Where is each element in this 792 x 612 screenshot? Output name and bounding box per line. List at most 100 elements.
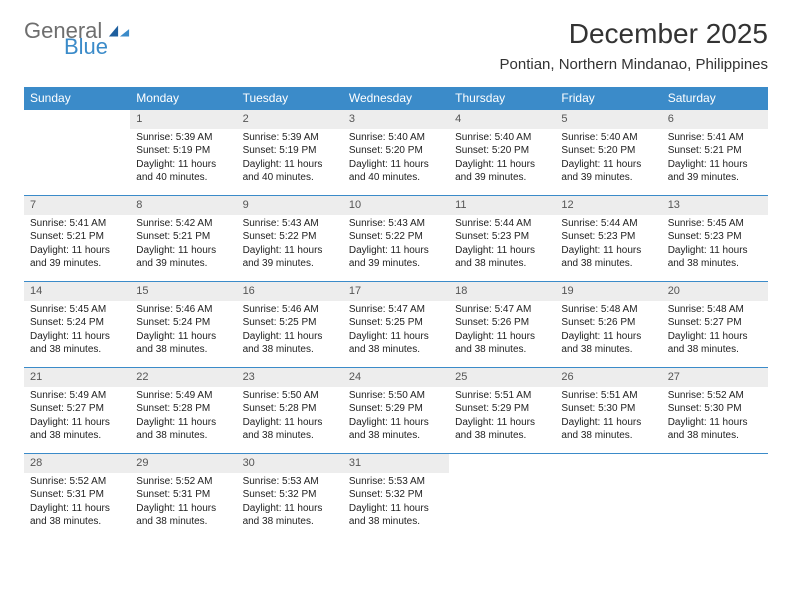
day-details: Sunrise: 5:53 AMSunset: 5:32 PMDaylight:… xyxy=(343,473,449,533)
day-number: 4 xyxy=(449,110,555,129)
sunset-text: Sunset: 5:31 PM xyxy=(136,488,230,502)
calendar-day-cell: 13Sunrise: 5:45 AMSunset: 5:23 PMDayligh… xyxy=(662,196,768,282)
daylight-text: Daylight: 11 hours and 38 minutes. xyxy=(668,330,762,357)
sunrise-text: Sunrise: 5:49 AM xyxy=(30,389,124,403)
sunrise-text: Sunrise: 5:52 AM xyxy=(668,389,762,403)
day-number: 14 xyxy=(24,282,130,301)
sunrise-text: Sunrise: 5:41 AM xyxy=(30,217,124,231)
daylight-text: Daylight: 11 hours and 38 minutes. xyxy=(243,416,337,443)
daylight-text: Daylight: 11 hours and 38 minutes. xyxy=(136,330,230,357)
sunset-text: Sunset: 5:20 PM xyxy=(561,144,655,158)
sunrise-text: Sunrise: 5:45 AM xyxy=(668,217,762,231)
day-number: 2 xyxy=(237,110,343,129)
day-number: 17 xyxy=(343,282,449,301)
sunrise-text: Sunrise: 5:47 AM xyxy=(349,303,443,317)
calendar-day-cell: 6Sunrise: 5:41 AMSunset: 5:21 PMDaylight… xyxy=(662,110,768,196)
day-details: Sunrise: 5:50 AMSunset: 5:29 PMDaylight:… xyxy=(343,387,449,447)
sunrise-text: Sunrise: 5:44 AM xyxy=(561,217,655,231)
calendar-day-cell: 30Sunrise: 5:53 AMSunset: 5:32 PMDayligh… xyxy=(237,454,343,540)
daylight-text: Daylight: 11 hours and 39 minutes. xyxy=(561,158,655,185)
day-details: Sunrise: 5:47 AMSunset: 5:25 PMDaylight:… xyxy=(343,301,449,361)
day-number: 11 xyxy=(449,196,555,215)
day-number: 31 xyxy=(343,454,449,473)
calendar-week-row: 7Sunrise: 5:41 AMSunset: 5:21 PMDaylight… xyxy=(24,196,768,282)
sunrise-text: Sunrise: 5:52 AM xyxy=(30,475,124,489)
sunset-text: Sunset: 5:24 PM xyxy=(136,316,230,330)
day-number: 26 xyxy=(555,368,661,387)
day-number: 15 xyxy=(130,282,236,301)
sunrise-text: Sunrise: 5:48 AM xyxy=(561,303,655,317)
sunset-text: Sunset: 5:21 PM xyxy=(668,144,762,158)
sunset-text: Sunset: 5:21 PM xyxy=(30,230,124,244)
daylight-text: Daylight: 11 hours and 39 minutes. xyxy=(243,244,337,271)
day-details: Sunrise: 5:52 AMSunset: 5:31 PMDaylight:… xyxy=(24,473,130,533)
sunset-text: Sunset: 5:25 PM xyxy=(243,316,337,330)
calendar-day-cell: 17Sunrise: 5:47 AMSunset: 5:25 PMDayligh… xyxy=(343,282,449,368)
sunrise-text: Sunrise: 5:51 AM xyxy=(561,389,655,403)
day-details: Sunrise: 5:51 AMSunset: 5:30 PMDaylight:… xyxy=(555,387,661,447)
day-details: Sunrise: 5:47 AMSunset: 5:26 PMDaylight:… xyxy=(449,301,555,361)
calendar-day-cell: 4Sunrise: 5:40 AMSunset: 5:20 PMDaylight… xyxy=(449,110,555,196)
day-number: 13 xyxy=(662,196,768,215)
month-title: December 2025 xyxy=(500,18,769,50)
calendar-day-cell: 16Sunrise: 5:46 AMSunset: 5:25 PMDayligh… xyxy=(237,282,343,368)
calendar-day-cell: 1Sunrise: 5:39 AMSunset: 5:19 PMDaylight… xyxy=(130,110,236,196)
calendar-day-cell: 24Sunrise: 5:50 AMSunset: 5:29 PMDayligh… xyxy=(343,368,449,454)
daylight-text: Daylight: 11 hours and 39 minutes. xyxy=(30,244,124,271)
sunset-text: Sunset: 5:29 PM xyxy=(455,402,549,416)
day-details: Sunrise: 5:45 AMSunset: 5:24 PMDaylight:… xyxy=(24,301,130,361)
day-details: Sunrise: 5:40 AMSunset: 5:20 PMDaylight:… xyxy=(343,129,449,189)
daylight-text: Daylight: 11 hours and 38 minutes. xyxy=(668,244,762,271)
daylight-text: Daylight: 11 hours and 38 minutes. xyxy=(561,244,655,271)
day-number: 30 xyxy=(237,454,343,473)
sunrise-text: Sunrise: 5:42 AM xyxy=(136,217,230,231)
calendar-day-cell: 28Sunrise: 5:52 AMSunset: 5:31 PMDayligh… xyxy=(24,454,130,540)
sunset-text: Sunset: 5:29 PM xyxy=(349,402,443,416)
day-details: Sunrise: 5:44 AMSunset: 5:23 PMDaylight:… xyxy=(555,215,661,275)
day-details: Sunrise: 5:39 AMSunset: 5:19 PMDaylight:… xyxy=(130,129,236,189)
day-details: Sunrise: 5:41 AMSunset: 5:21 PMDaylight:… xyxy=(662,129,768,189)
sunset-text: Sunset: 5:30 PM xyxy=(561,402,655,416)
daylight-text: Daylight: 11 hours and 38 minutes. xyxy=(136,416,230,443)
day-details: Sunrise: 5:43 AMSunset: 5:22 PMDaylight:… xyxy=(237,215,343,275)
day-number: 9 xyxy=(237,196,343,215)
daylight-text: Daylight: 11 hours and 40 minutes. xyxy=(136,158,230,185)
calendar-day-cell: 10Sunrise: 5:43 AMSunset: 5:22 PMDayligh… xyxy=(343,196,449,282)
calendar-table: SundayMondayTuesdayWednesdayThursdayFrid… xyxy=(24,87,768,540)
day-number: 27 xyxy=(662,368,768,387)
calendar-day-cell: 3Sunrise: 5:40 AMSunset: 5:20 PMDaylight… xyxy=(343,110,449,196)
sunset-text: Sunset: 5:19 PM xyxy=(136,144,230,158)
daylight-text: Daylight: 11 hours and 38 minutes. xyxy=(349,502,443,529)
calendar-day-cell: 20Sunrise: 5:48 AMSunset: 5:27 PMDayligh… xyxy=(662,282,768,368)
daylight-text: Daylight: 11 hours and 38 minutes. xyxy=(455,244,549,271)
calendar-day-cell xyxy=(449,454,555,540)
daylight-text: Daylight: 11 hours and 38 minutes. xyxy=(243,330,337,357)
calendar-day-cell: 12Sunrise: 5:44 AMSunset: 5:23 PMDayligh… xyxy=(555,196,661,282)
sunset-text: Sunset: 5:27 PM xyxy=(30,402,124,416)
day-number: 19 xyxy=(555,282,661,301)
sunrise-text: Sunrise: 5:43 AM xyxy=(243,217,337,231)
sunrise-text: Sunrise: 5:40 AM xyxy=(349,131,443,145)
day-header: Thursday xyxy=(449,87,555,110)
day-details: Sunrise: 5:41 AMSunset: 5:21 PMDaylight:… xyxy=(24,215,130,275)
sunrise-text: Sunrise: 5:47 AM xyxy=(455,303,549,317)
day-number: 6 xyxy=(662,110,768,129)
calendar-week-row: 28Sunrise: 5:52 AMSunset: 5:31 PMDayligh… xyxy=(24,454,768,540)
sunrise-text: Sunrise: 5:49 AM xyxy=(136,389,230,403)
day-details: Sunrise: 5:40 AMSunset: 5:20 PMDaylight:… xyxy=(449,129,555,189)
day-header-row: SundayMondayTuesdayWednesdayThursdayFrid… xyxy=(24,87,768,110)
day-number: 10 xyxy=(343,196,449,215)
day-number: 25 xyxy=(449,368,555,387)
calendar-day-cell: 11Sunrise: 5:44 AMSunset: 5:23 PMDayligh… xyxy=(449,196,555,282)
sunset-text: Sunset: 5:25 PM xyxy=(349,316,443,330)
day-number: 18 xyxy=(449,282,555,301)
day-details: Sunrise: 5:45 AMSunset: 5:23 PMDaylight:… xyxy=(662,215,768,275)
sunrise-text: Sunrise: 5:39 AM xyxy=(243,131,337,145)
calendar-day-cell: 22Sunrise: 5:49 AMSunset: 5:28 PMDayligh… xyxy=(130,368,236,454)
sunset-text: Sunset: 5:28 PM xyxy=(136,402,230,416)
sunrise-text: Sunrise: 5:52 AM xyxy=(136,475,230,489)
calendar-day-cell xyxy=(24,110,130,196)
sunset-text: Sunset: 5:22 PM xyxy=(349,230,443,244)
daylight-text: Daylight: 11 hours and 40 minutes. xyxy=(349,158,443,185)
day-details: Sunrise: 5:46 AMSunset: 5:24 PMDaylight:… xyxy=(130,301,236,361)
